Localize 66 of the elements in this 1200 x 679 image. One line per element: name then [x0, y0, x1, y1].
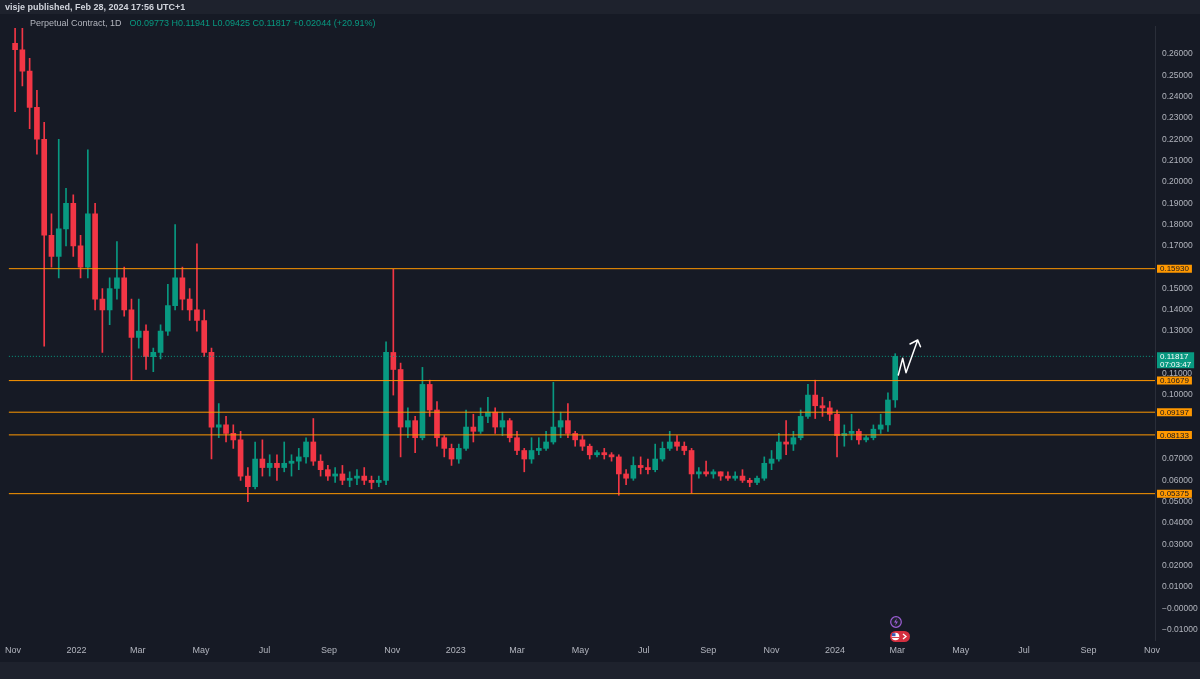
y-tick-label: 0.05000 — [1162, 496, 1193, 506]
y-tick-label: 0.13000 — [1162, 325, 1193, 336]
ref-line-label: 0.09197 — [1160, 407, 1190, 417]
y-tick-label: 0.17000 — [1162, 240, 1193, 251]
x-tick-label: May — [192, 644, 211, 655]
x-tick-label: Jul — [258, 644, 271, 655]
y-tick-label: 0.03000 — [1162, 538, 1193, 549]
x-tick-label: 2024 — [824, 644, 845, 655]
chart-subtitle: O0.09773 H0.11941 L0.09425 C0.11817 +0.02044 (+20.91%) — [129, 18, 376, 28]
ref-line-label: 0.15930 — [1160, 264, 1190, 274]
y-tick-label: 0.25000 — [1162, 69, 1193, 80]
x-tick-label: Sep — [700, 644, 717, 655]
x-tick-label: Mar — [889, 644, 906, 655]
text: 07:03:47 — [1160, 359, 1192, 369]
x-tick-label: 2023 — [445, 644, 466, 655]
y-tick-label: 0.06000 — [1162, 474, 1193, 485]
candlestick — [135, 298, 142, 349]
candlestick — [274, 454, 280, 481]
y-tick-label: 0.24000 — [1162, 91, 1193, 101]
x-tick-label: Nov — [384, 644, 401, 655]
y-tick-label: 0.14000 — [1162, 304, 1193, 315]
x-tick-label: Nov — [5, 644, 22, 655]
y-tick-label: 0.19000 — [1162, 197, 1193, 208]
x-tick-label: Sep — [1080, 644, 1097, 655]
y-tick-label: 0.07000 — [1162, 453, 1193, 464]
x-tick-label: Jul — [638, 644, 650, 655]
candlestick — [645, 458, 651, 475]
x-tick-label: Jul — [1018, 644, 1030, 655]
x-tick-label: 2022 — [66, 644, 87, 655]
ref-line-label: 0.10679 — [1160, 376, 1190, 386]
ref-line-label: 0.11817 — [1160, 352, 1189, 362]
x-tick-label: Mar — [509, 644, 525, 655]
y-tick-label: 0.23000 — [1162, 112, 1193, 123]
candlestick — [361, 467, 368, 485]
y-tick-label: 0.10000 — [1162, 389, 1193, 400]
candlestick — [732, 471, 739, 481]
x-tick-label: Nov — [1143, 644, 1161, 655]
y-tick-label: 0.18000 — [1162, 218, 1193, 229]
text: visje published, Feb 28, 2024 17:56 UTC+1 — [5, 2, 186, 12]
candlestick — [12, 28, 18, 112]
x-tick-label: May — [571, 644, 590, 655]
y-tick-label: −0.01000 — [1162, 623, 1198, 634]
x-tick-label: Sep — [320, 644, 337, 655]
chart-title: Perpetual Contract, 1D — [30, 18, 122, 28]
x-tick-label: May — [952, 644, 970, 655]
candlestick — [725, 471, 731, 481]
y-tick-label: 0.02000 — [1162, 559, 1193, 570]
ref-line-label: 0.08133 — [1160, 430, 1190, 440]
candlestick — [877, 413, 884, 434]
y-tick-label: 0.20000 — [1162, 176, 1193, 187]
x-tick-label: Mar — [129, 644, 146, 655]
y-tick-label: 0.01000 — [1162, 581, 1193, 592]
candlestick — [266, 454, 273, 477]
y-tick-label: 0.22000 — [1162, 133, 1193, 144]
y-tick-label: 0.04000 — [1162, 517, 1193, 528]
y-tick-label: −0.00000 — [1162, 602, 1198, 613]
y-tick-label: 0.11000 — [1162, 368, 1193, 379]
ref-line-label: 0.05375 — [1160, 489, 1190, 499]
y-tick-label: 0.26000 — [1162, 48, 1193, 59]
y-tick-label: 0.21000 — [1162, 154, 1193, 165]
y-tick-label: 0.15000 — [1162, 282, 1193, 293]
x-tick-label: Nov — [763, 644, 781, 655]
candlestick — [703, 460, 709, 477]
candlestick — [696, 467, 702, 479]
candlestick — [114, 241, 120, 300]
candlestick — [281, 441, 288, 473]
